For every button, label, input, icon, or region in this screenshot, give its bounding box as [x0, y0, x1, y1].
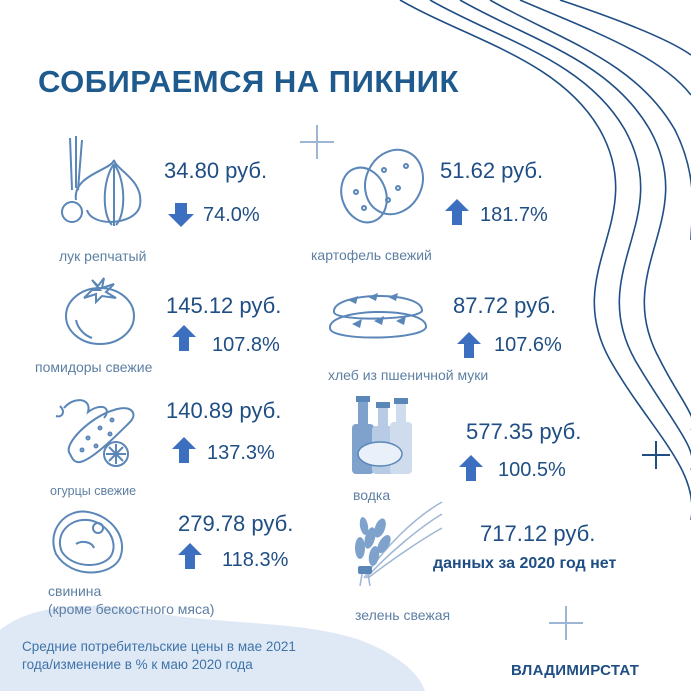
item-change: 74.0%	[203, 204, 260, 226]
arrow-up-icon	[172, 325, 196, 351]
arrow-down-icon	[168, 203, 194, 227]
item-label: помидоры свежие	[35, 359, 153, 375]
item-label: хлеб из пшеничной муки	[328, 367, 489, 383]
item-change: 107.8%	[212, 334, 280, 356]
item-price: 279.78 руб.	[178, 511, 294, 536]
footnote-line: Средние потребительские цены в мае 2021	[22, 639, 296, 654]
bread-icon	[328, 293, 427, 339]
cucumber-icon	[55, 399, 135, 467]
arrow-up-icon	[172, 437, 196, 463]
item-change: 118.3%	[222, 549, 289, 571]
arrow-up-icon	[445, 199, 469, 225]
plus-icon	[642, 441, 670, 469]
arrow-up-icon	[459, 455, 483, 481]
brand-logo-text: ВЛАДИМИРСТАТ	[511, 662, 640, 679]
potato-icon	[340, 148, 424, 224]
item-change: 100.5%	[498, 459, 566, 481]
tomato-icon	[65, 277, 135, 345]
item-change: 181.7%	[480, 204, 548, 226]
item-price: 717.12 руб.	[480, 521, 596, 546]
item-label: зелень свежая	[355, 607, 451, 623]
meat-steak-icon	[52, 510, 123, 574]
item-price: 87.72 руб.	[453, 293, 557, 318]
item-label: лук репчатый	[59, 248, 147, 264]
plus-icon	[549, 606, 583, 640]
footnote-line: года/изменение в % к маю 2020 года	[22, 657, 253, 672]
no-data-note: данных за 2020 год нет	[433, 555, 617, 572]
onion-icon	[61, 136, 142, 226]
item-change: 137.3%	[207, 442, 275, 464]
item-label: картофель свежий	[311, 247, 432, 263]
greens-bunch-icon	[355, 501, 443, 587]
item-label: огурцы свежие	[50, 484, 137, 498]
item-price: 577.35 руб.	[466, 419, 582, 444]
item-price: 34.80 руб.	[164, 158, 268, 183]
item-price: 140.89 руб.	[166, 398, 282, 423]
item-label-note: (кроме бескостного мяса)	[48, 601, 215, 617]
background-blob	[0, 605, 425, 691]
plus-icon	[300, 125, 334, 159]
vodka-bottles-icon	[352, 396, 412, 474]
item-price: 51.62 руб.	[440, 158, 544, 183]
item-price: 145.12 руб.	[166, 293, 282, 318]
page-title: СОБИРАЕМСЯ НА ПИКНИК	[38, 64, 459, 99]
arrow-up-icon	[178, 543, 202, 569]
footnote: Средние потребительские цены в мае 2021 …	[22, 638, 296, 674]
item-label: свинина	[48, 583, 102, 599]
item-label: водка	[353, 487, 391, 503]
item-change: 107.6%	[494, 334, 562, 356]
arrow-up-icon	[457, 332, 481, 358]
